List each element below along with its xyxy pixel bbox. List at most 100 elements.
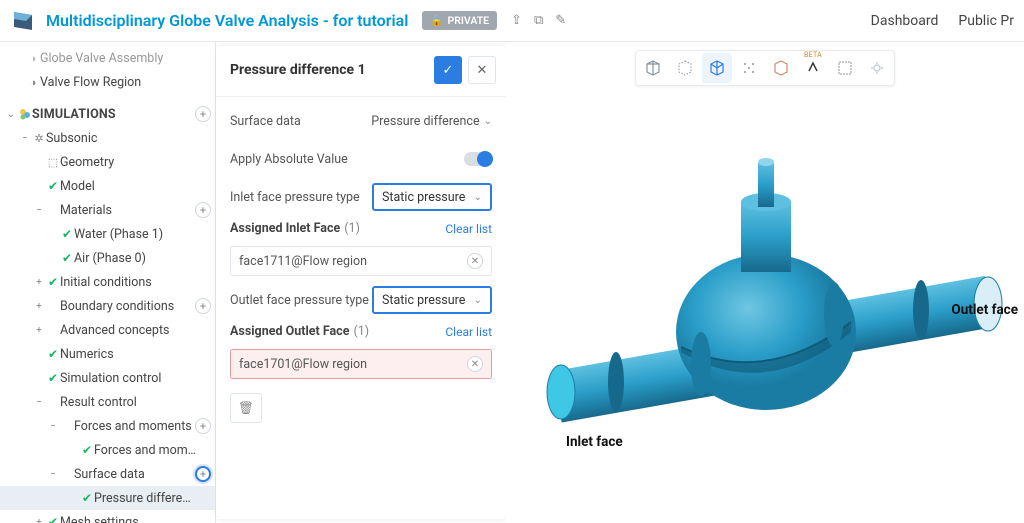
tree-item-forces-child[interactable]: Forces and mom…	[94, 443, 196, 458]
tree-item-initial[interactable]: Initial conditions	[60, 275, 152, 290]
close-button[interactable]: ✕	[468, 56, 496, 84]
app-logo[interactable]	[10, 8, 36, 34]
surface-data-label: Surface data	[230, 114, 371, 129]
view-points-icon[interactable]	[734, 53, 764, 83]
add-material-button[interactable]: +	[195, 202, 211, 218]
expand-icon[interactable]: +	[32, 277, 46, 288]
tree-item-surfacedata[interactable]: Surface data	[74, 467, 145, 482]
check-icon: ✔	[80, 491, 94, 505]
project-tree: ◑ Globe Valve Assembly ◑ Valve Flow Regi…	[0, 42, 216, 523]
inlet-face-name: face1711@Flow region	[239, 254, 367, 269]
add-surfacedata-button[interactable]: +	[195, 466, 211, 482]
edit-icon[interactable]: ✎	[555, 13, 566, 28]
project-title[interactable]: Multidisciplinary Globe Valve Analysis -…	[46, 11, 408, 30]
tree-item-subsonic[interactable]: Subsonic	[46, 131, 97, 146]
expand-icon[interactable]: +	[32, 517, 46, 523]
privacy-badge: 🔒 PRIVATE	[422, 11, 497, 30]
nav-public-projects[interactable]: Public Pr	[958, 13, 1014, 29]
check-icon: ✔	[80, 443, 94, 457]
simulations-icon	[18, 108, 32, 120]
nav-dashboard[interactable]: Dashboard	[871, 13, 939, 29]
property-panel: Pressure difference 1 ✓ ✕ Surface data P…	[216, 46, 506, 519]
beta-label: BETA	[804, 51, 822, 59]
tree-item-water[interactable]: Water (Phase 1)	[74, 227, 163, 242]
view-select-icon[interactable]	[830, 53, 860, 83]
collapse-icon[interactable]: −	[32, 205, 46, 216]
check-icon: ✔	[46, 347, 60, 361]
apply-abs-label: Apply Absolute Value	[230, 152, 464, 167]
check-icon: ✔	[46, 371, 60, 385]
tree-item-materials[interactable]: Materials	[60, 203, 112, 218]
region-icon: ◑	[26, 76, 40, 89]
collapse-icon[interactable]: −	[32, 397, 46, 408]
remove-outlet-icon[interactable]: ✕	[467, 356, 483, 372]
surface-data-dropdown[interactable]: Pressure difference ⌄	[371, 114, 492, 129]
inlet-pressure-type-label: Inlet face pressure type	[230, 190, 372, 205]
add-simulation-button[interactable]: +	[195, 106, 211, 122]
tree-item-simcontrol[interactable]: Simulation control	[60, 371, 161, 386]
outlet-pressure-type-value: Static pressure	[382, 293, 465, 308]
collapse-icon[interactable]: −	[46, 421, 60, 432]
view-cube-icon[interactable]	[638, 53, 668, 83]
clear-outlet-list[interactable]: Clear list	[445, 325, 492, 339]
add-bc-button[interactable]: +	[195, 298, 211, 314]
view-transparent-icon[interactable]	[766, 53, 796, 83]
check-icon: ✔	[60, 227, 74, 241]
tree-item-model[interactable]: Model	[60, 179, 95, 194]
check-icon: ✔	[46, 275, 60, 289]
expand-icon[interactable]: +	[32, 301, 46, 312]
check-icon: ✔	[46, 179, 60, 193]
inlet-pressure-type-value: Static pressure	[382, 190, 465, 205]
inlet-pressure-type-select[interactable]: Static pressure ⌄	[372, 183, 492, 211]
inlet-annotation: Inlet face	[566, 434, 623, 450]
tree-item-advanced[interactable]: Advanced concepts	[60, 323, 170, 338]
tree-section-simulations[interactable]: SIMULATIONS	[32, 107, 116, 122]
privacy-label: PRIVATE	[447, 14, 489, 27]
copy-icon[interactable]: ⧉	[534, 13, 543, 28]
outlet-pressure-type-select[interactable]: Static pressure ⌄	[372, 286, 492, 314]
lock-icon: 🔒	[430, 14, 443, 27]
assembly-icon: ◑	[26, 52, 40, 65]
remove-inlet-icon[interactable]: ✕	[467, 253, 483, 269]
view-settings-icon[interactable]	[862, 53, 892, 83]
assigned-outlet-label: Assigned Outlet Face	[230, 324, 349, 339]
tree-item[interactable]: Valve Flow Region	[40, 75, 141, 90]
tree-item-mesh[interactable]: Mesh settings	[60, 515, 139, 523]
collapse-icon[interactable]: −	[46, 469, 60, 480]
viewport-3d[interactable]: BETA	[506, 42, 1024, 523]
view-highlight-icon[interactable]: BETA	[798, 53, 828, 83]
chevron-down-icon: ⌄	[474, 295, 482, 306]
delete-button[interactable]: 🗑	[230, 393, 262, 423]
add-forces-button[interactable]: +	[195, 418, 211, 434]
view-solid-icon[interactable]	[702, 53, 732, 83]
tree-item-numerics[interactable]: Numerics	[60, 347, 114, 362]
valve-model	[516, 132, 1016, 462]
tree-item-forces[interactable]: Forces and moments	[74, 419, 192, 434]
tree-item-air[interactable]: Air (Phase 0)	[74, 251, 146, 266]
subsonic-icon: ✲	[32, 132, 46, 145]
assigned-inlet-label: Assigned Inlet Face	[230, 221, 340, 236]
chevron-down-icon: ⌄	[474, 192, 482, 203]
collapse-icon[interactable]: −	[18, 133, 32, 144]
panel-title: Pressure difference 1	[230, 62, 428, 78]
apply-abs-toggle[interactable]	[464, 152, 492, 166]
check-icon: ✔	[60, 251, 74, 265]
share-icon[interactable]: ⇪	[511, 13, 522, 28]
expand-icon[interactable]: +	[32, 325, 46, 336]
surface-data-value: Pressure difference	[371, 114, 479, 129]
viewport-toolbar: BETA	[635, 50, 895, 86]
assigned-inlet-count: (1)	[344, 221, 360, 236]
tree-item-pressurediff[interactable]: Pressure differe…	[94, 491, 191, 506]
view-wire-icon[interactable]	[670, 53, 700, 83]
chevron-down-icon[interactable]: ⌄	[4, 109, 18, 120]
check-icon: ✔	[46, 515, 60, 523]
outlet-face-chip[interactable]: face1701@Flow region ✕	[230, 349, 492, 379]
inlet-face-chip[interactable]: face1711@Flow region ✕	[230, 246, 492, 276]
tree-item-boundary[interactable]: Boundary conditions	[60, 299, 174, 314]
chevron-down-icon: ⌄	[484, 116, 492, 127]
tree-item-resultcontrol[interactable]: Result control	[60, 395, 137, 410]
tree-item[interactable]: Globe Valve Assembly	[40, 51, 163, 66]
clear-inlet-list[interactable]: Clear list	[445, 222, 492, 236]
tree-item-geometry[interactable]: Geometry	[60, 155, 114, 170]
confirm-button[interactable]: ✓	[434, 56, 462, 84]
